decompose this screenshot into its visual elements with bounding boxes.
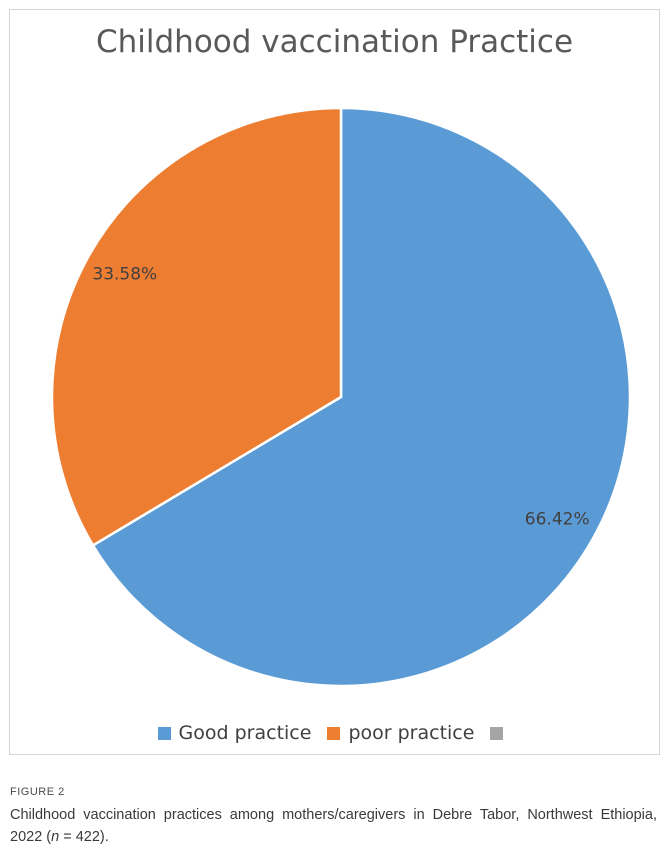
legend: Good practice poor practice — [10, 722, 659, 744]
chart-frame: Childhood vaccination Practice 66.42% 33.… — [9, 9, 660, 755]
legend-swatch-good-practice — [157, 726, 171, 740]
pie-slice-poor-practice — [50, 106, 343, 548]
data-label-poor-practice: 33.58% — [92, 264, 157, 284]
figure-caption: Childhood vaccination practices among mo… — [10, 804, 657, 848]
legend-label-poor-practice: poor practice — [348, 722, 475, 744]
pie-chart: 66.42% 33.58% — [50, 106, 632, 688]
caption-n-symbol: n — [51, 829, 60, 845]
caption-rest-text: = 422). — [59, 829, 109, 845]
legend-item-good-practice: Good practice — [157, 722, 312, 744]
caption-main-text: Childhood vaccination practices among mo… — [10, 807, 657, 845]
chart-title: Childhood vaccination Practice — [95, 24, 574, 60]
legend-swatch-unlabeled — [490, 726, 504, 740]
data-label-good-practice: 66.42% — [525, 510, 590, 530]
legend-swatch-poor-practice — [327, 726, 341, 740]
legend-item-poor-practice: poor practice — [327, 722, 474, 744]
legend-item-unlabeled — [490, 726, 511, 740]
figure-label: FIGURE 2 — [10, 786, 65, 798]
legend-label-good-practice: Good practice — [178, 722, 312, 744]
pie-slice-good-practice — [91, 106, 632, 688]
